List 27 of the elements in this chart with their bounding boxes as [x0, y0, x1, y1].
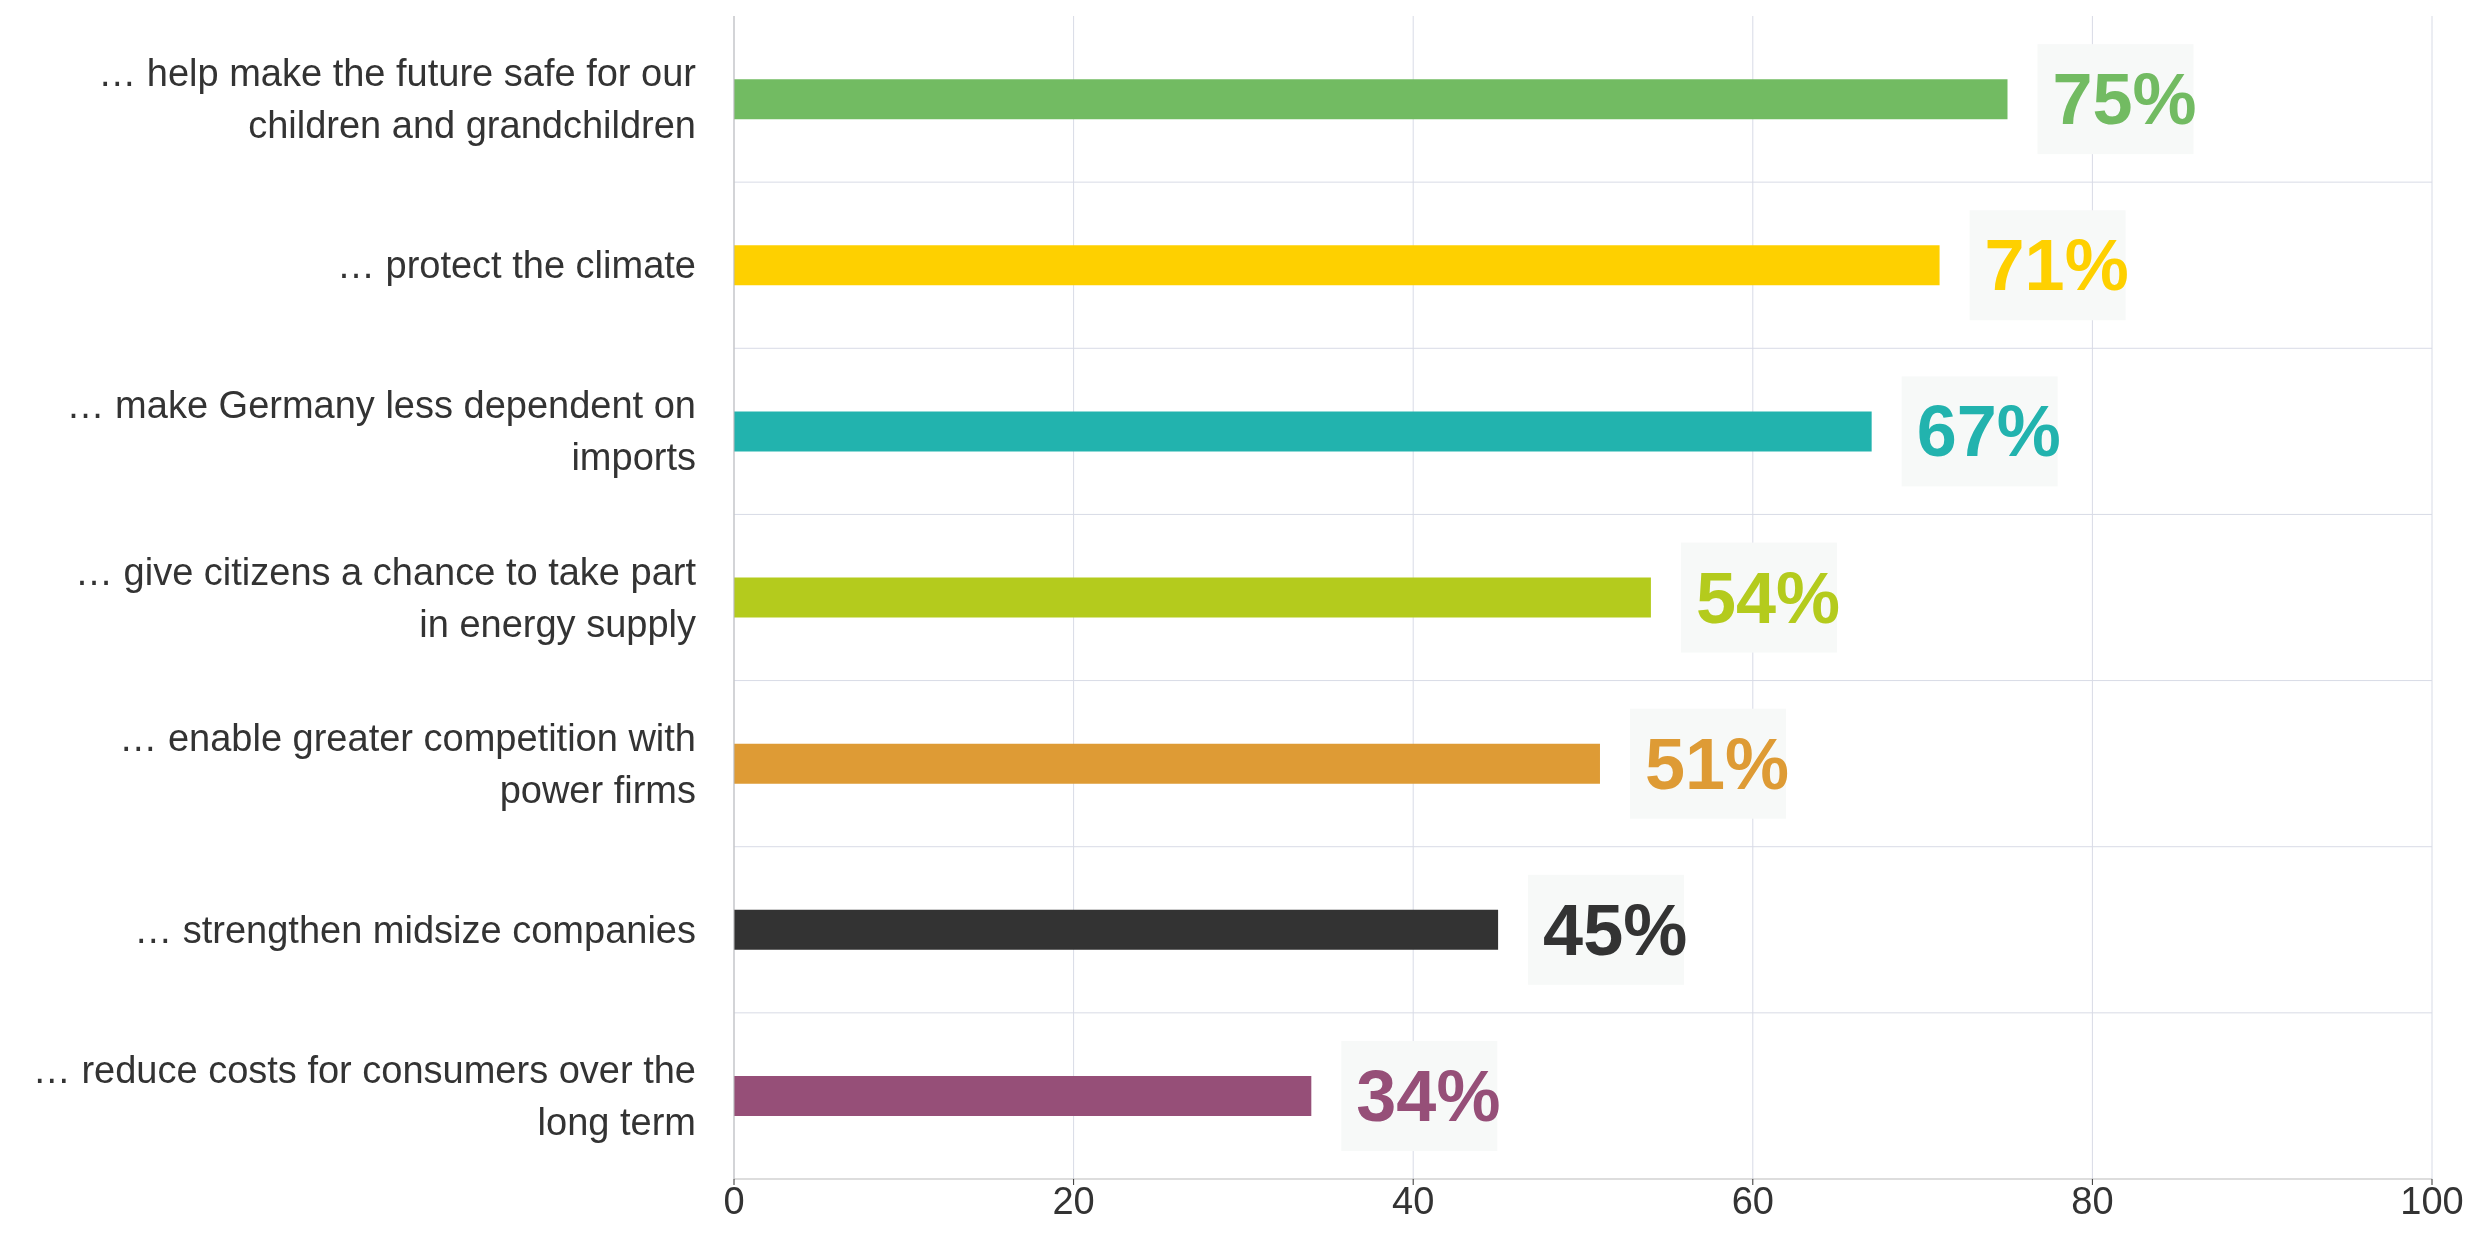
x-tick-label: 100: [2400, 1179, 2464, 1222]
bar: [734, 1075, 1312, 1116]
data-label: 45%: [1543, 889, 1688, 970]
x-tick-label: 60: [1731, 1179, 1774, 1222]
y-tick-label: … reduce costs for consumers over the long term: [32, 1048, 696, 1143]
y-tick-label: … protect the climate: [336, 244, 696, 287]
y-tick-label: … give citizens a chance to take part in energy supply: [75, 550, 697, 645]
y-tick-label: … strengthen midsize companies: [134, 908, 696, 951]
y-tick-label: … make Germany less dependent on imports: [66, 384, 696, 479]
bar: [734, 577, 1651, 618]
bar: [734, 909, 1499, 950]
data-label: 75%: [2052, 59, 2197, 140]
bar: [734, 411, 1872, 452]
y-tick-label: … help make the future safe for our children and grandchildren: [98, 52, 697, 147]
data-label: 51%: [1644, 723, 1790, 804]
data-label: 34%: [1356, 1055, 1501, 1136]
bar: [734, 79, 2008, 120]
y-tick-label: … enable greater competition with power firms: [119, 716, 696, 811]
x-tick-label: 20: [1052, 1179, 1095, 1222]
x-tick-label: 0: [723, 1179, 745, 1222]
x-tick-label: 40: [1392, 1179, 1435, 1222]
bar: [734, 743, 1600, 784]
data-label: 67%: [1916, 391, 2061, 472]
x-tick-label: 80: [2071, 1179, 2114, 1222]
bar: [734, 245, 1940, 286]
data-label: 71%: [1984, 225, 2129, 306]
data-label: 54%: [1695, 557, 1841, 638]
